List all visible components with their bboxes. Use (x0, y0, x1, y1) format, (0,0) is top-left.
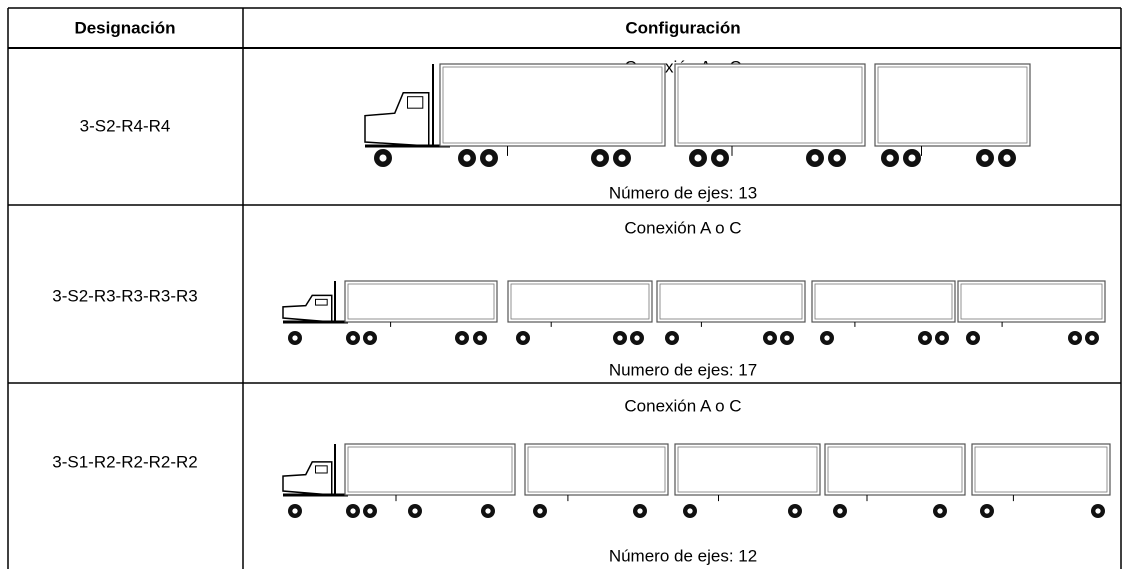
hub (411, 507, 419, 515)
header-cell: Configuración (625, 18, 740, 37)
truck (282, 280, 1106, 345)
trailer (344, 280, 498, 323)
axle-count: Número de ejes: 13 (609, 183, 757, 202)
hub (686, 507, 694, 515)
hub (291, 334, 299, 342)
hub (349, 334, 357, 342)
hub (595, 153, 605, 163)
hub (617, 153, 627, 163)
trailer (674, 443, 821, 496)
hub (693, 153, 703, 163)
trailer-edge (347, 283, 495, 320)
designation: 3-S1-R2-R2-R2-R2 (52, 452, 197, 471)
hub (969, 334, 977, 342)
trailer (524, 443, 669, 496)
hub (476, 334, 484, 342)
trailer (874, 63, 1031, 147)
cab-window (315, 465, 328, 474)
designation: 3-S2-R3-R3-R3-R3 (52, 286, 197, 305)
header-cell: Designación (74, 18, 175, 37)
trailer (344, 443, 516, 496)
hub (832, 153, 842, 163)
truck (282, 443, 1111, 518)
hub (366, 334, 374, 342)
hub (766, 334, 774, 342)
trailer (957, 280, 1106, 323)
truck (364, 63, 1031, 167)
cab-window (315, 298, 328, 306)
hub (291, 507, 299, 515)
axle-count: Número de ejes: 12 (609, 546, 757, 565)
hub (715, 153, 725, 163)
hub (616, 334, 624, 342)
hub (1094, 507, 1102, 515)
trailer-edge (974, 446, 1108, 493)
axle-count: Numero de ejes: 17 (609, 360, 757, 379)
trailer (811, 280, 956, 323)
trailer (674, 63, 866, 147)
hub (349, 507, 357, 515)
hub (938, 334, 946, 342)
trailer-edge (827, 446, 963, 493)
cab-window (407, 96, 424, 109)
hub (907, 153, 917, 163)
hub (921, 334, 929, 342)
hub (462, 153, 472, 163)
trailer (439, 63, 666, 147)
hub (1002, 153, 1012, 163)
hub (810, 153, 820, 163)
trailer (507, 280, 653, 323)
trailer-edge (527, 446, 666, 493)
truck-illustrations (282, 63, 1111, 518)
trailer (824, 443, 966, 496)
table-grid (7, 7, 1122, 569)
connection: Conexión A o C (624, 218, 741, 237)
hub (936, 507, 944, 515)
hub (484, 507, 492, 515)
hub (378, 153, 388, 163)
hub (783, 334, 791, 342)
trailer-edge (960, 283, 1103, 320)
trailer (971, 443, 1111, 496)
hub (983, 507, 991, 515)
hub (980, 153, 990, 163)
hub (885, 153, 895, 163)
hub (484, 153, 494, 163)
hub (791, 507, 799, 515)
trailer-edge (659, 283, 803, 320)
hub (1071, 334, 1079, 342)
hub (633, 334, 641, 342)
trailer (656, 280, 806, 323)
designation: 3-S2-R4-R4 (80, 116, 171, 135)
hub (536, 507, 544, 515)
trailer-edge (442, 66, 663, 144)
hub (1088, 334, 1096, 342)
trailer-edge (814, 283, 953, 320)
hub (366, 507, 374, 515)
hub (519, 334, 527, 342)
hub (636, 507, 644, 515)
hub (836, 507, 844, 515)
trailer-edge (347, 446, 513, 493)
trailer-edge (877, 66, 1028, 144)
hub (823, 334, 831, 342)
hub (458, 334, 466, 342)
hub (668, 334, 676, 342)
trailer-edge (677, 446, 818, 493)
trailer-edge (510, 283, 650, 320)
trailer-edge (677, 66, 863, 144)
connection: Conexión A o C (624, 396, 741, 415)
